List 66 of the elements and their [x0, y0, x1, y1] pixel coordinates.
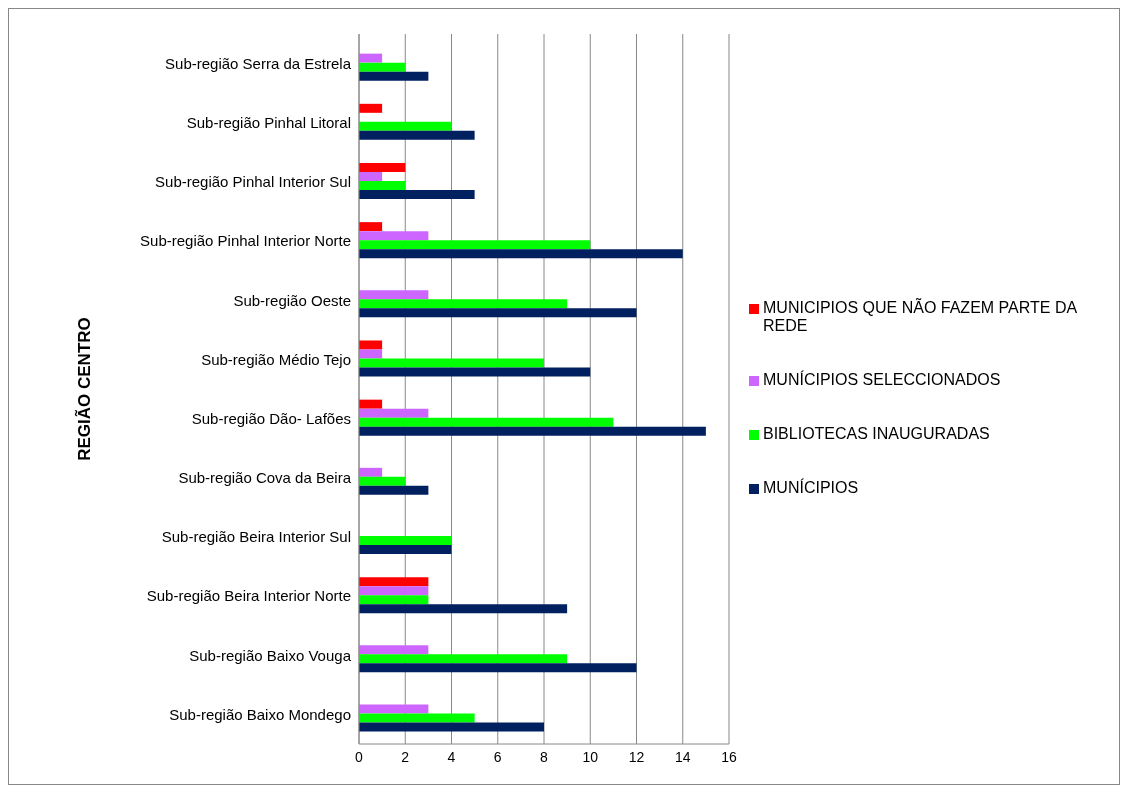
x-tick-label: 16 [721, 748, 737, 765]
x-tick-label: 2 [401, 748, 410, 765]
x-tick-label: 14 [674, 748, 691, 765]
bar [359, 577, 429, 587]
bar [359, 408, 429, 418]
bar [359, 426, 706, 436]
bar [359, 654, 568, 664]
x-tick-label: 10 [582, 748, 599, 765]
bar [359, 162, 406, 172]
bar [359, 476, 406, 486]
bar [359, 645, 429, 655]
bar [359, 349, 383, 359]
bar [359, 663, 637, 673]
bar [359, 222, 383, 232]
x-tick-label: 4 [447, 748, 456, 765]
bar [359, 240, 591, 250]
y-tick-label: Sub-região Médio Tejo [201, 350, 351, 368]
bar [359, 231, 429, 241]
bar [359, 367, 591, 377]
x-tick-label: 6 [493, 748, 502, 765]
bar [359, 171, 383, 181]
bar [359, 180, 406, 190]
x-tick-label: 8 [540, 748, 549, 765]
y-tick-label: Sub-região Beira Interior Sul [161, 528, 351, 546]
legend-label: MUNÍCIPIOS SELECCIONADOS [763, 371, 1001, 389]
bar [359, 595, 429, 605]
y-tick-label: Sub-região Baixo Vouga [189, 646, 352, 664]
y-tick-label: Sub-região Beira Interior Norte [146, 587, 351, 605]
y-tick-label: Sub-região Pinhal Litoral [186, 114, 351, 132]
bar [359, 130, 475, 140]
bar [359, 485, 429, 495]
bar [359, 249, 683, 259]
legend-label: MUNICIPIOS QUE NÃO FAZEM PARTE DA REDE [763, 299, 1078, 335]
legend-label: MUNÍCIPIOS [763, 479, 859, 497]
y-tick-label: Sub-região Cova da Beira [178, 469, 352, 487]
bar [359, 121, 452, 131]
y-tick-label: Sub-região Oeste [233, 291, 351, 309]
bar [359, 544, 452, 554]
bar [359, 713, 475, 723]
x-tick-label: 12 [628, 748, 645, 765]
bar [359, 722, 544, 732]
y-axis-title: REGIÃO CENTRO [74, 317, 95, 461]
bar [359, 467, 383, 477]
bar [359, 704, 429, 714]
bar [359, 103, 383, 113]
bar [359, 299, 568, 309]
bar [359, 417, 614, 427]
bar [359, 340, 383, 350]
y-tick-label: Sub-região Dão- Lafões [191, 409, 351, 427]
y-tick-label: Sub-região Serra da Estrela [165, 54, 352, 72]
bar [359, 535, 452, 545]
bar [359, 586, 429, 596]
y-tick-label: Sub-região Pinhal Interior Sul [155, 173, 351, 191]
y-tick-label: Sub-região Pinhal Interior Norte [140, 232, 351, 250]
bar [359, 604, 568, 614]
bar [359, 399, 383, 409]
bar [359, 189, 475, 199]
y-tick-label: Sub-região Baixo Mondego [169, 705, 351, 723]
bar [359, 53, 383, 63]
bar [359, 358, 544, 368]
bar [359, 290, 429, 300]
bar [359, 71, 429, 81]
bar [359, 308, 637, 318]
bar [359, 62, 406, 72]
legend-label: BIBLIOTECAS INAUGURADAS [763, 425, 990, 443]
x-tick-label: 0 [355, 748, 364, 765]
